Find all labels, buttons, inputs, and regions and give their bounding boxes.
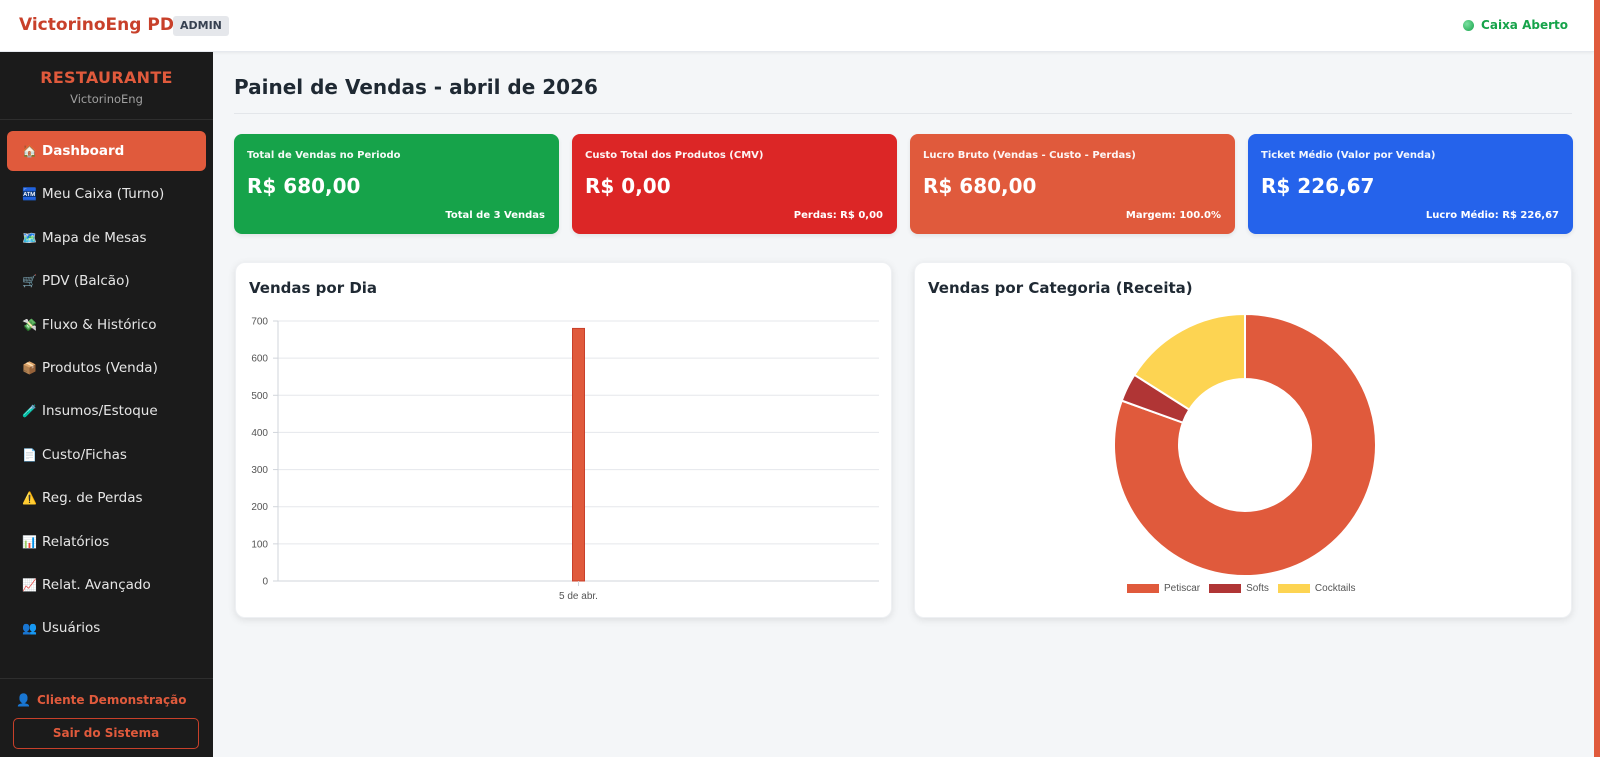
sidebar-subtitle: VictorinoEng bbox=[70, 92, 143, 106]
logout-button[interactable]: Sair do Sistema bbox=[13, 718, 199, 749]
sidebar-item-perdas[interactable]: ⚠️ Reg. de Perdas bbox=[7, 478, 206, 518]
kpi-label: Ticket Médio (Valor por Venda) bbox=[1261, 150, 1436, 161]
sidebar-item-label: Fluxo & Histórico bbox=[42, 316, 157, 333]
pie-slice bbox=[1113, 312, 1377, 577]
page-scrollbar[interactable] bbox=[1594, 0, 1600, 757]
legend-swatch bbox=[1127, 584, 1159, 593]
kpi-footnote: Total de 3 Vendas bbox=[445, 210, 545, 221]
sidebar-item-label: Relatórios bbox=[42, 533, 110, 550]
sidebar-item-usuarios[interactable]: 👥 Usuários bbox=[7, 608, 206, 648]
y-tick-label: 0 bbox=[262, 577, 268, 588]
kpi-value: R$ 680,00 bbox=[247, 174, 361, 198]
cash-status-label: Caixa Aberto bbox=[1481, 18, 1568, 32]
sidebar-item-relat-avancado[interactable]: 📈 Relat. Avançado bbox=[7, 565, 206, 605]
y-tick-label: 200 bbox=[251, 502, 268, 513]
page-title: Painel de Vendas - abril de 2026 bbox=[234, 75, 598, 99]
legend-swatch bbox=[1209, 584, 1242, 593]
document-icon: 📄 bbox=[22, 447, 37, 462]
home-icon: 🏠 bbox=[22, 144, 37, 158]
sidebar-item-relatorios[interactable]: 📊 Relatórios bbox=[7, 522, 206, 562]
sidebar: RESTAURANTE VictorinoEng 🏠 Dashboard 🏧 M… bbox=[0, 52, 213, 757]
sidebar-item-label: Mapa de Mesas bbox=[42, 229, 147, 246]
sidebar-item-label: Usuários bbox=[42, 620, 101, 637]
sidebar-item-mapa-de-mesas[interactable]: 🗺️ Mapa de Mesas bbox=[7, 218, 206, 258]
warning-icon: ⚠️ bbox=[22, 491, 37, 506]
users-icon: 👥 bbox=[22, 621, 37, 636]
y-tick-label: 500 bbox=[251, 391, 268, 402]
kpi-value: R$ 226,67 bbox=[1261, 174, 1375, 198]
sales-by-category-chart bbox=[1113, 312, 1377, 577]
legend-item[interactable]: Softs bbox=[1209, 583, 1269, 594]
sales-by-category-card: Vendas por Categoria (Receita) Petiscar S… bbox=[914, 262, 1572, 618]
y-tick-label: 400 bbox=[251, 428, 268, 439]
legend-item[interactable]: Petiscar bbox=[1127, 583, 1200, 594]
sidebar-item-label: Relat. Avançado bbox=[42, 576, 151, 593]
sidebar-item-label: Produtos (Venda) bbox=[42, 359, 158, 376]
sidebar-item-label: Custo/Fichas bbox=[42, 446, 127, 463]
kpi-lucro-bruto: Lucro Bruto (Vendas - Custo - Perdas) R$… bbox=[910, 134, 1235, 234]
bar-chart-icon: 📊 bbox=[22, 534, 37, 549]
sidebar-item-pdv[interactable]: 🛒 PDV (Balcão) bbox=[7, 261, 206, 301]
legend-label: Softs bbox=[1246, 583, 1269, 594]
kpi-value: R$ 0,00 bbox=[585, 174, 671, 198]
sidebar-item-meu-caixa[interactable]: 🏧 Meu Caixa (Turno) bbox=[7, 174, 206, 214]
y-tick-label: 700 bbox=[251, 317, 268, 328]
chart-title: Vendas por Dia bbox=[249, 279, 378, 297]
sidebar-item-produtos[interactable]: 📦 Produtos (Venda) bbox=[7, 348, 206, 388]
current-user: 👤 Cliente Demonstração bbox=[16, 693, 186, 707]
chart-title: Vendas por Categoria (Receita) bbox=[928, 279, 1193, 297]
sidebar-item-label: Meu Caixa (Turno) bbox=[42, 186, 165, 203]
legend-label: Petiscar bbox=[1164, 583, 1201, 594]
legend-item[interactable]: Cocktails bbox=[1277, 583, 1356, 594]
sidebar-item-label: Reg. de Perdas bbox=[42, 490, 143, 507]
current-user-name: Cliente Demonstração bbox=[36, 693, 187, 707]
sidebar-title: RESTAURANTE bbox=[40, 68, 173, 87]
line-chart-icon: 📈 bbox=[22, 577, 37, 592]
kpi-footnote: Lucro Médio: R$ 226,67 bbox=[1425, 210, 1559, 221]
app-brand[interactable]: VictorinoEng PDV bbox=[19, 15, 188, 35]
sidebar-item-dashboard[interactable]: 🏠 Dashboard bbox=[7, 131, 206, 171]
money-wings-icon: 💸 bbox=[22, 317, 37, 332]
x-tick-label: 5 de abr. bbox=[559, 591, 598, 602]
kpi-custo-total: Custo Total dos Produtos (CMV) R$ 0,00 P… bbox=[572, 134, 897, 234]
kpi-total-vendas: Total de Vendas no Periodo R$ 680,00 Tot… bbox=[234, 134, 559, 234]
chart-legend: Petiscar Softs Cocktails bbox=[1127, 583, 1365, 594]
status-dot-icon bbox=[1463, 19, 1475, 31]
cart-icon: 🛒 bbox=[22, 274, 37, 289]
map-icon: 🗺️ bbox=[22, 230, 37, 245]
sidebar-item-label: Insumos/Estoque bbox=[42, 403, 158, 420]
sidebar-item-label: Dashboard bbox=[42, 143, 125, 159]
top-bar: VictorinoEng PDV ADMIN Caixa Aberto bbox=[0, 0, 1594, 52]
sidebar-header: RESTAURANTE VictorinoEng bbox=[0, 52, 213, 120]
y-tick-label: 600 bbox=[251, 354, 268, 365]
package-icon: 📦 bbox=[22, 360, 37, 375]
sidebar-divider bbox=[0, 678, 213, 679]
user-icon: 👤 bbox=[16, 693, 31, 707]
title-divider bbox=[234, 113, 1572, 114]
kpi-label: Custo Total dos Produtos (CMV) bbox=[585, 150, 764, 161]
sidebar-item-insumos[interactable]: 🧪 Insumos/Estoque bbox=[7, 391, 206, 431]
pie-slice bbox=[1133, 312, 1246, 412]
sales-by-day-chart: 0 100 200 300 400 500 600 700 5 de abr. bbox=[251, 317, 879, 602]
atm-icon: 🏧 bbox=[22, 187, 37, 202]
bar bbox=[572, 327, 585, 582]
kpi-ticket-medio: Ticket Médio (Valor por Venda) R$ 226,67… bbox=[1248, 134, 1573, 234]
cash-status: Caixa Aberto bbox=[1463, 18, 1568, 32]
y-tick-label: 100 bbox=[251, 539, 268, 550]
legend-label: Cocktails bbox=[1314, 583, 1356, 594]
kpi-footnote: Perdas: R$ 0,00 bbox=[793, 210, 883, 221]
kpi-label: Lucro Bruto (Vendas - Custo - Perdas) bbox=[923, 150, 1136, 161]
kpi-value: R$ 680,00 bbox=[923, 174, 1037, 198]
kpi-footnote: Margem: 100.0% bbox=[1125, 210, 1221, 221]
sales-by-day-card: Vendas por Dia 0 100 200 300 400 500 600 700 5 d… bbox=[235, 262, 892, 618]
sidebar-item-label: PDV (Balcão) bbox=[42, 273, 130, 290]
role-badge: ADMIN bbox=[173, 16, 229, 36]
sidebar-nav: 🏠 Dashboard 🏧 Meu Caixa (Turno) 🗺️ Mapa … bbox=[0, 131, 213, 652]
sidebar-item-fluxo[interactable]: 💸 Fluxo & Histórico bbox=[7, 305, 206, 345]
sidebar-item-custo-fichas[interactable]: 📄 Custo/Fichas bbox=[7, 435, 206, 475]
test-tube-icon: 🧪 bbox=[22, 404, 37, 419]
legend-swatch bbox=[1277, 584, 1310, 593]
y-tick-label: 300 bbox=[251, 465, 268, 476]
kpi-label: Total de Vendas no Periodo bbox=[247, 150, 401, 161]
